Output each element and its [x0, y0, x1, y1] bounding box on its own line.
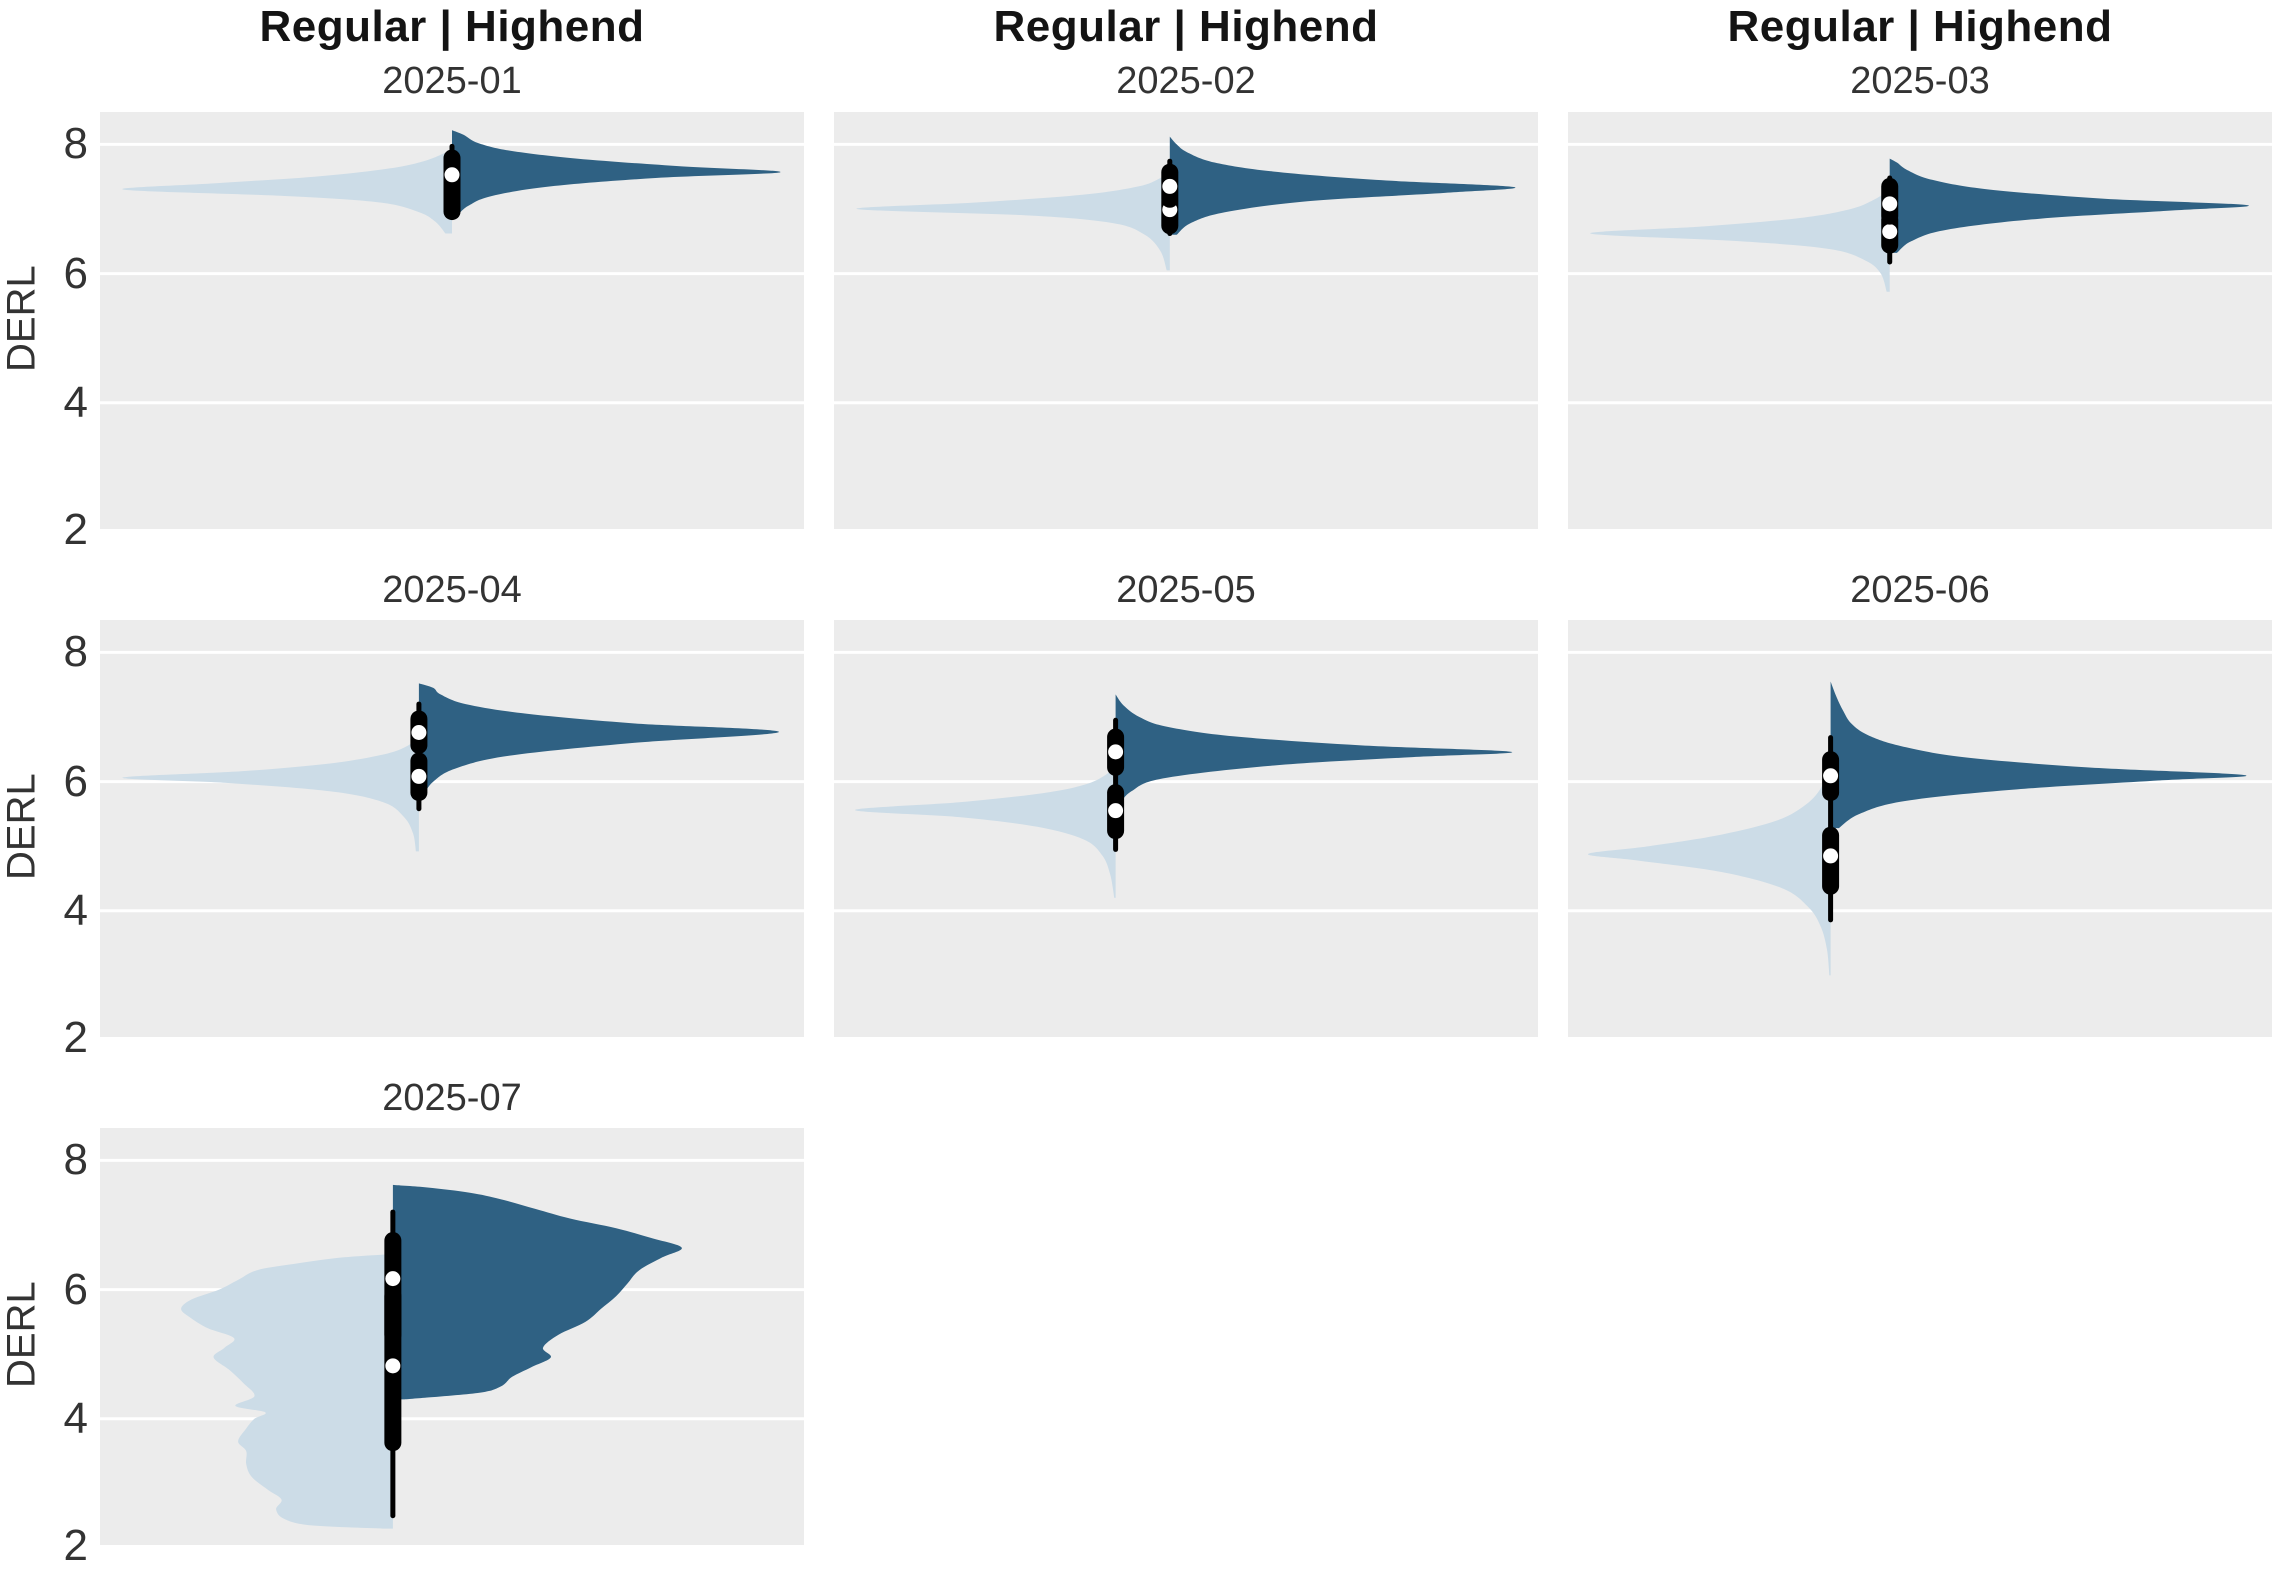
- y-tick-label-4: 4: [63, 1393, 88, 1443]
- highend-violin-half: [1889, 158, 2249, 253]
- regular-median-dot: [1108, 803, 1124, 819]
- facet-month-label: 2025-06: [1850, 569, 1990, 611]
- regular-violin-half: [1590, 189, 1890, 292]
- y-tick-label-6: 6: [63, 756, 88, 806]
- y-axis-row-3: 8 6 4 2 DERL: [0, 1040, 100, 1568]
- y-tick-label-6: 6: [63, 248, 88, 298]
- facet-month-label: 2025-04: [382, 569, 522, 611]
- regular-violin-half: [181, 1254, 393, 1529]
- violin-panel: [834, 112, 1538, 532]
- violin-panel: [100, 1128, 804, 1548]
- highend-violin-half: [1830, 681, 2247, 829]
- y-tick-label-2: 2: [63, 1013, 88, 1062]
- regular-median-dot: [385, 1358, 401, 1374]
- regular-median-dot: [1823, 848, 1839, 864]
- y-axis-row-2: 8 6 4 2 DERL: [0, 532, 100, 1060]
- violin-panel: [1568, 620, 2272, 1040]
- y-tick-label-2: 2: [63, 1521, 88, 1570]
- highend-median-dot: [1108, 744, 1124, 760]
- highend-median-dot: [444, 167, 460, 183]
- y-axis-title: DERL: [0, 265, 44, 372]
- column-title: Regular | Highend: [1727, 2, 2113, 51]
- facet-month-label: 2025-03: [1850, 60, 1990, 102]
- regular-violin-half: [854, 765, 1116, 898]
- panel-background: [100, 620, 804, 1040]
- highend-median-dot: [1823, 768, 1839, 784]
- column-title: Regular | Highend: [993, 2, 1379, 51]
- regular-violin-half: [122, 149, 452, 234]
- highend-violin-half: [1169, 136, 1516, 235]
- highend-violin-half: [418, 683, 779, 796]
- violin-panel: [100, 112, 804, 532]
- y-axis-row-1: 8 6 4 2 DERL: [0, 0, 100, 552]
- panel-background: [1568, 112, 2272, 532]
- facet-cell-1: Regular | Highend 2025-01: [100, 0, 804, 532]
- facet-cell-4: 2025-04: [100, 532, 804, 1040]
- y-axis-area: 8 6 4 2 DERL: [0, 620, 100, 1060]
- facet-cell-2: Regular | Highend 2025-02: [834, 0, 1538, 532]
- regular-median-dot: [1882, 224, 1898, 240]
- facet-month-label: 2025-07: [382, 1077, 522, 1119]
- facet-cell-5: 2025-05: [834, 532, 1538, 1040]
- violin-panel: [1568, 112, 2272, 532]
- highend-median-dot: [411, 725, 427, 741]
- y-tick-label-2: 2: [63, 505, 88, 554]
- y-axis-area: 8 6 4 2 DERL: [0, 1128, 100, 1568]
- facet-header: Regular | Highend 2025-03: [1568, 0, 2272, 112]
- y-axis-title: DERL: [0, 1281, 44, 1388]
- facet-cell-3: Regular | Highend 2025-03: [1568, 0, 2272, 532]
- regular-median-dot: [411, 768, 427, 784]
- violin-panel: [834, 620, 1538, 1040]
- panel-background: [834, 620, 1538, 1040]
- regular-violin-half: [1587, 762, 1831, 976]
- highend-violin-half: [452, 130, 781, 215]
- highend-median-dot: [385, 1271, 401, 1287]
- facet-header: 2025-04: [100, 532, 804, 620]
- facet-cell-6: 2025-06: [1568, 532, 2272, 1040]
- panel-background: [1568, 620, 2272, 1040]
- facet-month-label: 2025-05: [1116, 569, 1256, 611]
- column-title: Regular | Highend: [259, 2, 645, 51]
- highend-median-dot: [1882, 196, 1898, 212]
- y-axis-area: 8 6 4 2 DERL: [0, 112, 100, 552]
- highend-violin-half: [1115, 694, 1513, 805]
- regular-violin-half: [122, 736, 419, 852]
- y-tick-label-8: 8: [63, 119, 88, 169]
- violin-panel: [100, 620, 804, 1040]
- y-tick-label-8: 8: [63, 627, 88, 677]
- y-tick-label-4: 4: [63, 885, 88, 935]
- facet-header: Regular | Highend 2025-01: [100, 0, 804, 112]
- facet-header: 2025-07: [100, 1040, 804, 1128]
- y-tick-label-4: 4: [63, 377, 88, 427]
- y-tick-label-6: 6: [63, 1264, 88, 1314]
- facet-month-label: 2025-02: [1116, 60, 1256, 102]
- y-axis-title: DERL: [0, 773, 44, 880]
- regular-violin-half: [856, 171, 1170, 271]
- facet-cell-7: 2025-07: [100, 1040, 804, 1548]
- facet-header: 2025-05: [834, 532, 1538, 620]
- facet-header: Regular | Highend 2025-02: [834, 0, 1538, 112]
- highend-median-dot: [1162, 178, 1178, 194]
- y-tick-label-8: 8: [63, 1135, 88, 1185]
- facet-month-label: 2025-01: [382, 60, 522, 102]
- highend-violin-half: [392, 1184, 682, 1400]
- facet-header: 2025-06: [1568, 532, 2272, 620]
